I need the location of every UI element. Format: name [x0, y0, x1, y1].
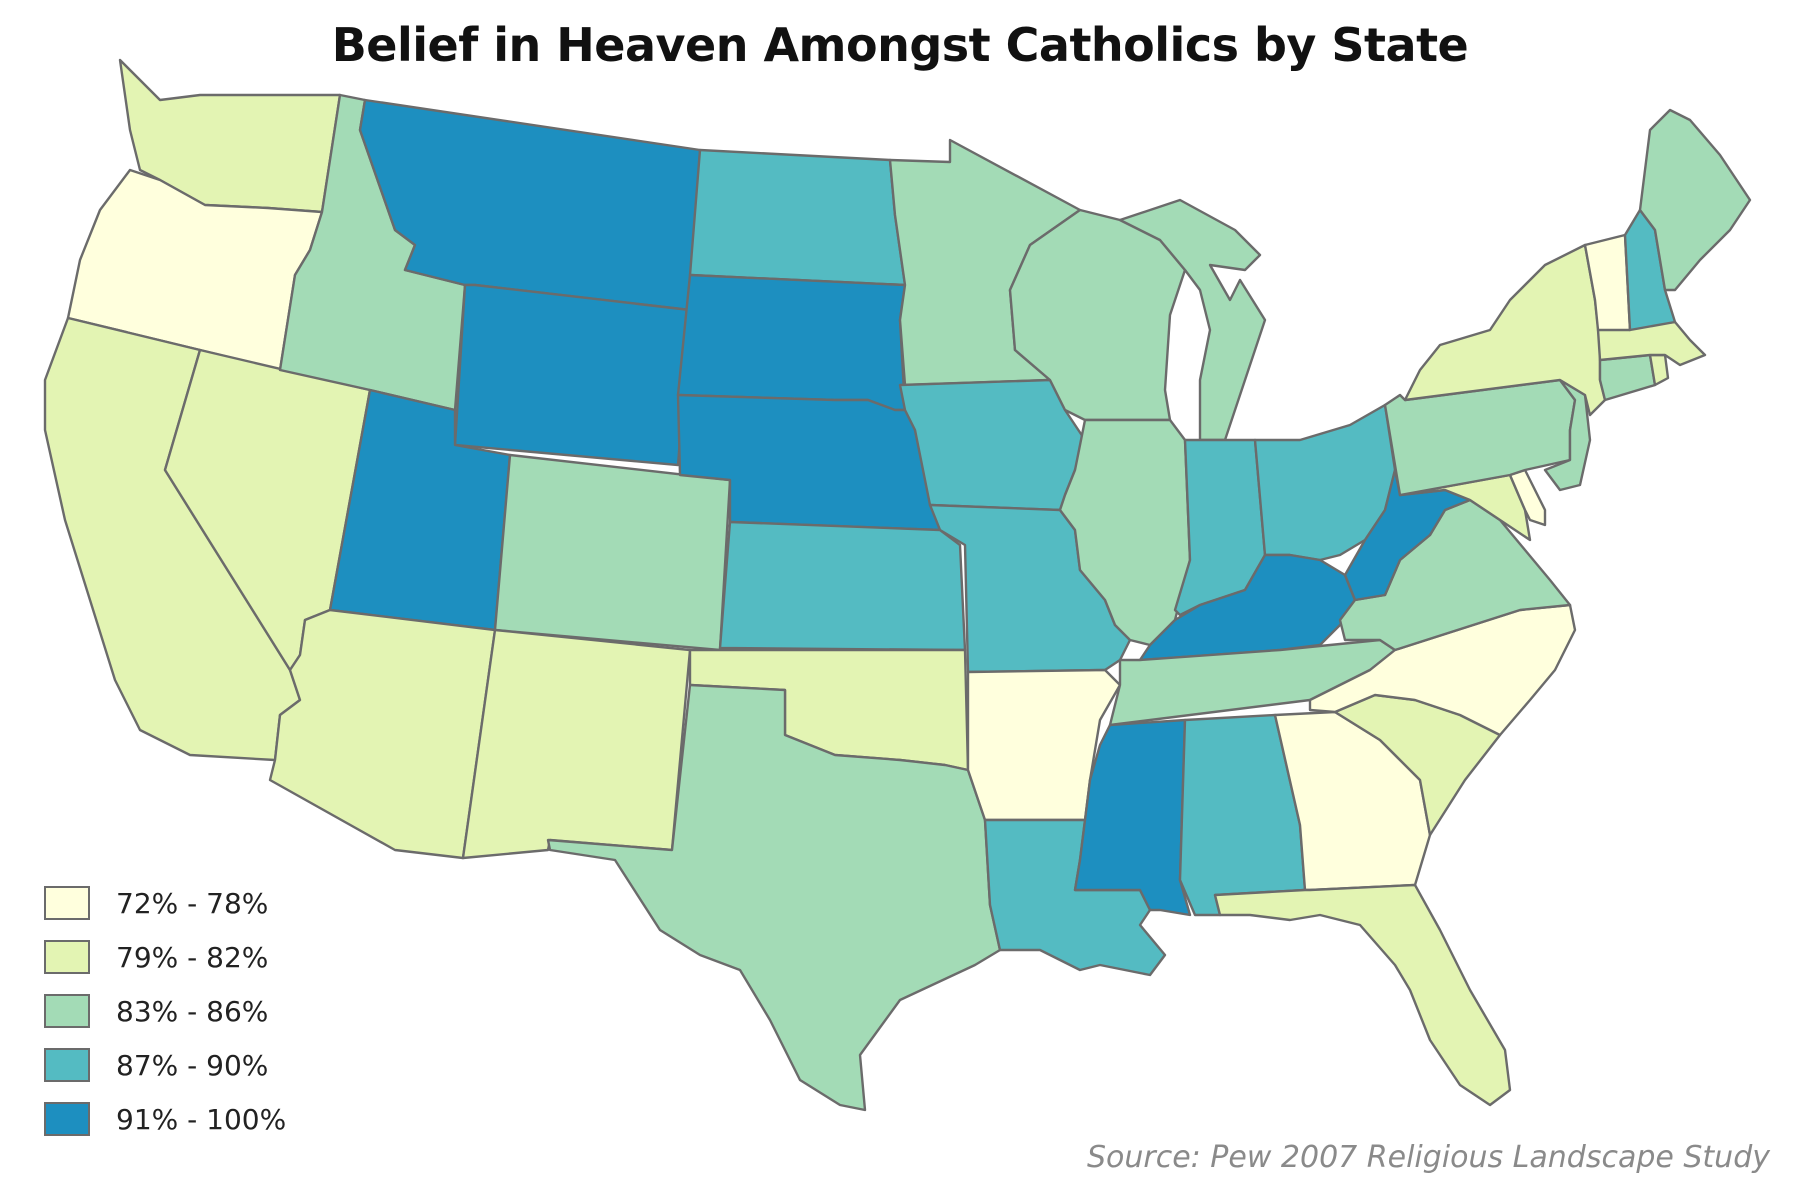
legend-item: 79% - 82% — [44, 930, 286, 984]
legend-item: 72% - 78% — [44, 876, 286, 930]
legend-item: 91% - 100% — [44, 1092, 286, 1146]
state-NC[interactable] — [1308, 603, 1577, 737]
state-IA[interactable] — [898, 378, 1087, 512]
state-CT[interactable] — [1598, 353, 1657, 402]
legend-label: 72% - 78% — [116, 886, 269, 920]
source-note: Source: Pew 2007 Religious Landscape Stu… — [1086, 1140, 1770, 1175]
state-NM[interactable] — [461, 628, 692, 860]
legend-swatch — [44, 886, 90, 920]
state-TX[interactable] — [546, 683, 1002, 1112]
legend: 72% - 78% 79% - 82% 83% - 86% 87% - 90% … — [44, 876, 286, 1146]
state-CO[interactable] — [493, 453, 732, 652]
state-WY[interactable] — [453, 283, 692, 467]
state-VT[interactable] — [1583, 233, 1632, 332]
state-MA[interactable] — [1596, 320, 1707, 367]
state-ME[interactable] — [1638, 108, 1752, 292]
state-FL[interactable] — [1213, 883, 1512, 1107]
legend-swatch — [44, 1102, 90, 1136]
legend-item: 87% - 90% — [44, 1038, 286, 1092]
legend-item: 83% - 86% — [44, 984, 286, 1038]
legend-swatch — [44, 1048, 90, 1082]
map-title: Belief in Heaven Amongst Catholics by St… — [331, 18, 1469, 72]
legend-label: 79% - 82% — [116, 940, 269, 974]
legend-swatch — [44, 994, 90, 1028]
legend-swatch — [44, 940, 90, 974]
state-NJ[interactable] — [1543, 378, 1592, 492]
legend-label: 87% - 90% — [116, 1048, 269, 1082]
legend-label: 91% - 100% — [116, 1102, 287, 1136]
state-MI[interactable] — [1118, 198, 1267, 442]
state-ND[interactable] — [688, 148, 907, 287]
legend-label: 83% - 86% — [116, 994, 269, 1028]
state-WI[interactable] — [1008, 208, 1187, 422]
state-SD[interactable] — [676, 273, 907, 412]
state-AZ[interactable] — [268, 608, 497, 860]
state-KS[interactable] — [718, 520, 967, 652]
